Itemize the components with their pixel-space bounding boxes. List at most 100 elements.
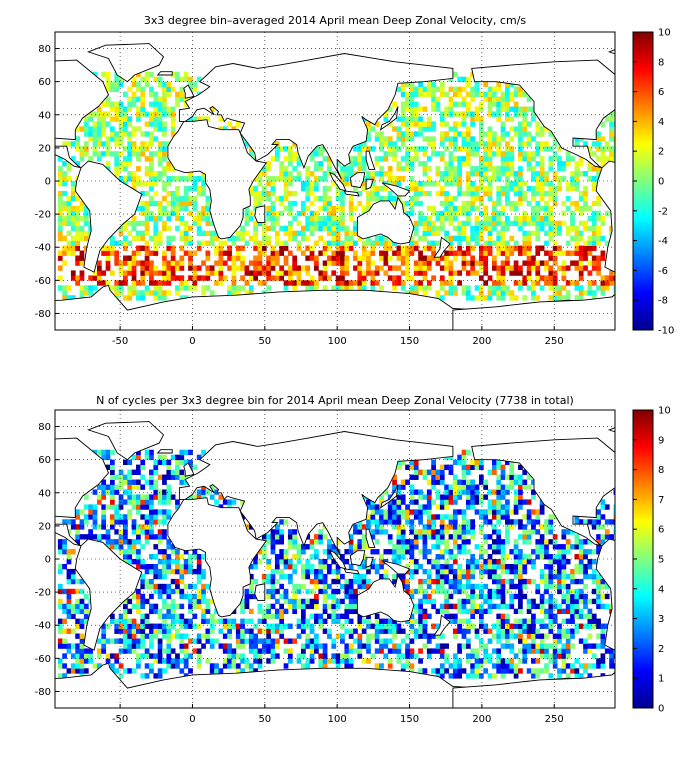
heatmap-cell: [361, 628, 367, 634]
heatmap-cell: [218, 116, 224, 122]
heatmap-cell: [353, 225, 358, 232]
heatmap-cell: [270, 260, 276, 266]
heatmap-cell: [131, 603, 137, 610]
heatmap-cell: [478, 603, 484, 610]
heatmap-cell: [448, 86, 454, 92]
heatmap-cell: [591, 255, 597, 261]
heatmap-cell: [231, 265, 237, 271]
heatmap-cell: [509, 509, 515, 515]
heatmap-cell: [300, 663, 306, 669]
heatmap-cell: [600, 290, 606, 296]
heatmap-cell: [426, 260, 432, 266]
heatmap-cell: [492, 633, 497, 639]
heatmap-cell: [600, 255, 606, 261]
heatmap-cell: [283, 156, 289, 162]
heatmap-cell: [405, 583, 410, 590]
heatmap-cell: [444, 215, 449, 222]
heatmap-cell: [109, 240, 115, 246]
heatmap-cell: [452, 583, 458, 590]
heatmap-cell: [591, 141, 597, 147]
heatmap-cell: [600, 603, 606, 610]
heatmap-cell: [435, 554, 441, 560]
heatmap-cell: [361, 161, 367, 167]
heatmap-cell: [496, 638, 502, 644]
heatmap-cell: [183, 185, 189, 192]
heatmap-cell: [227, 504, 232, 510]
heatmap-cell: [114, 285, 120, 291]
heatmap-cell: [144, 494, 150, 500]
heatmap-cell: [166, 544, 172, 550]
heatmap-cell: [149, 638, 154, 644]
heatmap-cell: [418, 578, 423, 585]
heatmap-cell: [548, 131, 554, 137]
heatmap-cell: [170, 618, 176, 624]
heatmap-cell: [335, 568, 341, 575]
heatmap-cell: [140, 514, 146, 520]
heatmap-cell: [405, 544, 410, 550]
heatmap-cell: [444, 608, 449, 615]
heatmap-cell: [270, 653, 276, 659]
heatmap-cell: [109, 136, 115, 142]
heatmap-cell: [452, 668, 458, 674]
heatmap-cell: [431, 91, 436, 97]
heatmap-cell: [374, 240, 380, 246]
heatmap-cell: [487, 489, 493, 495]
heatmap-cell: [513, 653, 519, 659]
heatmap-cell: [253, 190, 258, 197]
heatmap-cell: [205, 583, 211, 590]
heatmap-cell: [496, 509, 502, 515]
heatmap-cell: [366, 195, 371, 202]
heatmap-cell: [400, 250, 406, 256]
heatmap-cell: [535, 618, 541, 624]
heatmap-cell: [261, 554, 267, 560]
heatmap-cell: [452, 91, 458, 97]
heatmap-cell: [300, 603, 306, 610]
heatmap-cell: [461, 210, 467, 217]
heatmap-cell: [270, 658, 276, 664]
heatmap-cell: [418, 200, 423, 207]
heatmap-cell: [526, 598, 532, 605]
heatmap-cell: [426, 534, 432, 540]
heatmap-cell: [340, 573, 345, 580]
heatmap-cell: [205, 200, 211, 207]
heatmap-cell: [396, 544, 402, 550]
heatmap-cell: [596, 146, 601, 152]
heatmap-cell: [318, 146, 324, 152]
heatmap-cell: [578, 623, 584, 629]
heatmap-cell: [149, 568, 154, 575]
heatmap-cell: [513, 126, 519, 132]
heatmap-cell: [253, 185, 258, 192]
heatmap-cell: [314, 176, 319, 182]
heatmap-cell: [526, 578, 532, 585]
heatmap-cell: [387, 494, 393, 500]
heatmap-cell: [470, 181, 476, 187]
heatmap-cell: [478, 608, 484, 615]
heatmap-cell: [205, 603, 211, 610]
heatmap-cell: [279, 623, 285, 629]
heatmap-cell: [144, 519, 150, 525]
heatmap-cell: [314, 210, 319, 217]
heatmap-cell: [105, 151, 111, 157]
heatmap-cell: [587, 245, 593, 251]
heatmap-cell: [66, 240, 72, 246]
heatmap-cell: [596, 171, 601, 177]
heatmap-cell: [340, 598, 345, 605]
heatmap-cell: [496, 534, 502, 540]
heatmap-cell: [131, 141, 137, 147]
heatmap-cell: [322, 628, 328, 634]
coastline: [183, 84, 195, 99]
heatmap-cell: [340, 658, 345, 664]
heatmap-cell: [118, 260, 124, 266]
heatmap-cell: [557, 608, 562, 615]
heatmap-cell: [522, 563, 528, 570]
heatmap-cell: [565, 608, 571, 615]
heatmap-cell: [461, 146, 467, 152]
heatmap-cell: [591, 588, 597, 595]
heatmap-cell: [179, 220, 185, 227]
heatmap-cell: [361, 166, 367, 172]
heatmap-cell: [396, 181, 402, 187]
heatmap-cell: [496, 220, 502, 227]
heatmap-cell: [366, 131, 371, 137]
heatmap-cell: [496, 578, 502, 585]
heatmap-cell: [136, 643, 141, 649]
